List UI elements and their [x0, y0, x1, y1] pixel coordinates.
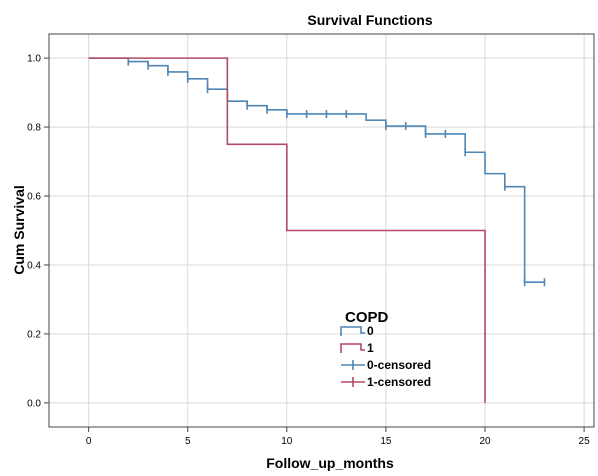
legend-label: 0-censored: [367, 358, 431, 372]
y-tick-label: 1.0: [27, 54, 41, 65]
plot-frame: [48, 33, 595, 428]
x-tick-label: 0: [86, 436, 92, 447]
legend: COPD 0 1 0-censored 1-censored: [340, 309, 431, 389]
legend-label: 1: [367, 341, 374, 355]
chart-title: Survival Functions: [307, 12, 432, 28]
y-tick-label: 0.2: [27, 329, 41, 340]
x-tick-label: 20: [479, 436, 491, 447]
x-tick-label: 5: [185, 436, 191, 447]
legend-label: 1-censored: [367, 375, 431, 389]
x-tick-label: 15: [380, 436, 392, 447]
x-tick-label: 10: [281, 436, 293, 447]
legend-items: 0 1 0-censored 1-censored: [340, 324, 431, 389]
axis-ticks: 0 5 10 15 20 250.00.20.40.60.81.0: [27, 54, 590, 447]
legend-label: 0: [367, 324, 374, 338]
y-tick-label: 0.6: [27, 192, 41, 203]
y-tick-label: 0.8: [27, 123, 41, 134]
series-layer: [88, 57, 546, 403]
y-tick-label: 0.4: [27, 260, 41, 271]
survival-curve-1: [88, 57, 486, 403]
legend-glyph: [340, 326, 365, 336]
legend-title: COPD: [345, 309, 389, 326]
x-axis-title: Follow_up_months: [266, 455, 394, 471]
legend-glyph: [340, 343, 365, 353]
survival-curve-0: [88, 57, 545, 284]
y-axis-title: Cum Survival: [11, 185, 27, 274]
y-tick-label: 0.0: [27, 398, 41, 409]
x-tick-label: 25: [579, 436, 591, 447]
